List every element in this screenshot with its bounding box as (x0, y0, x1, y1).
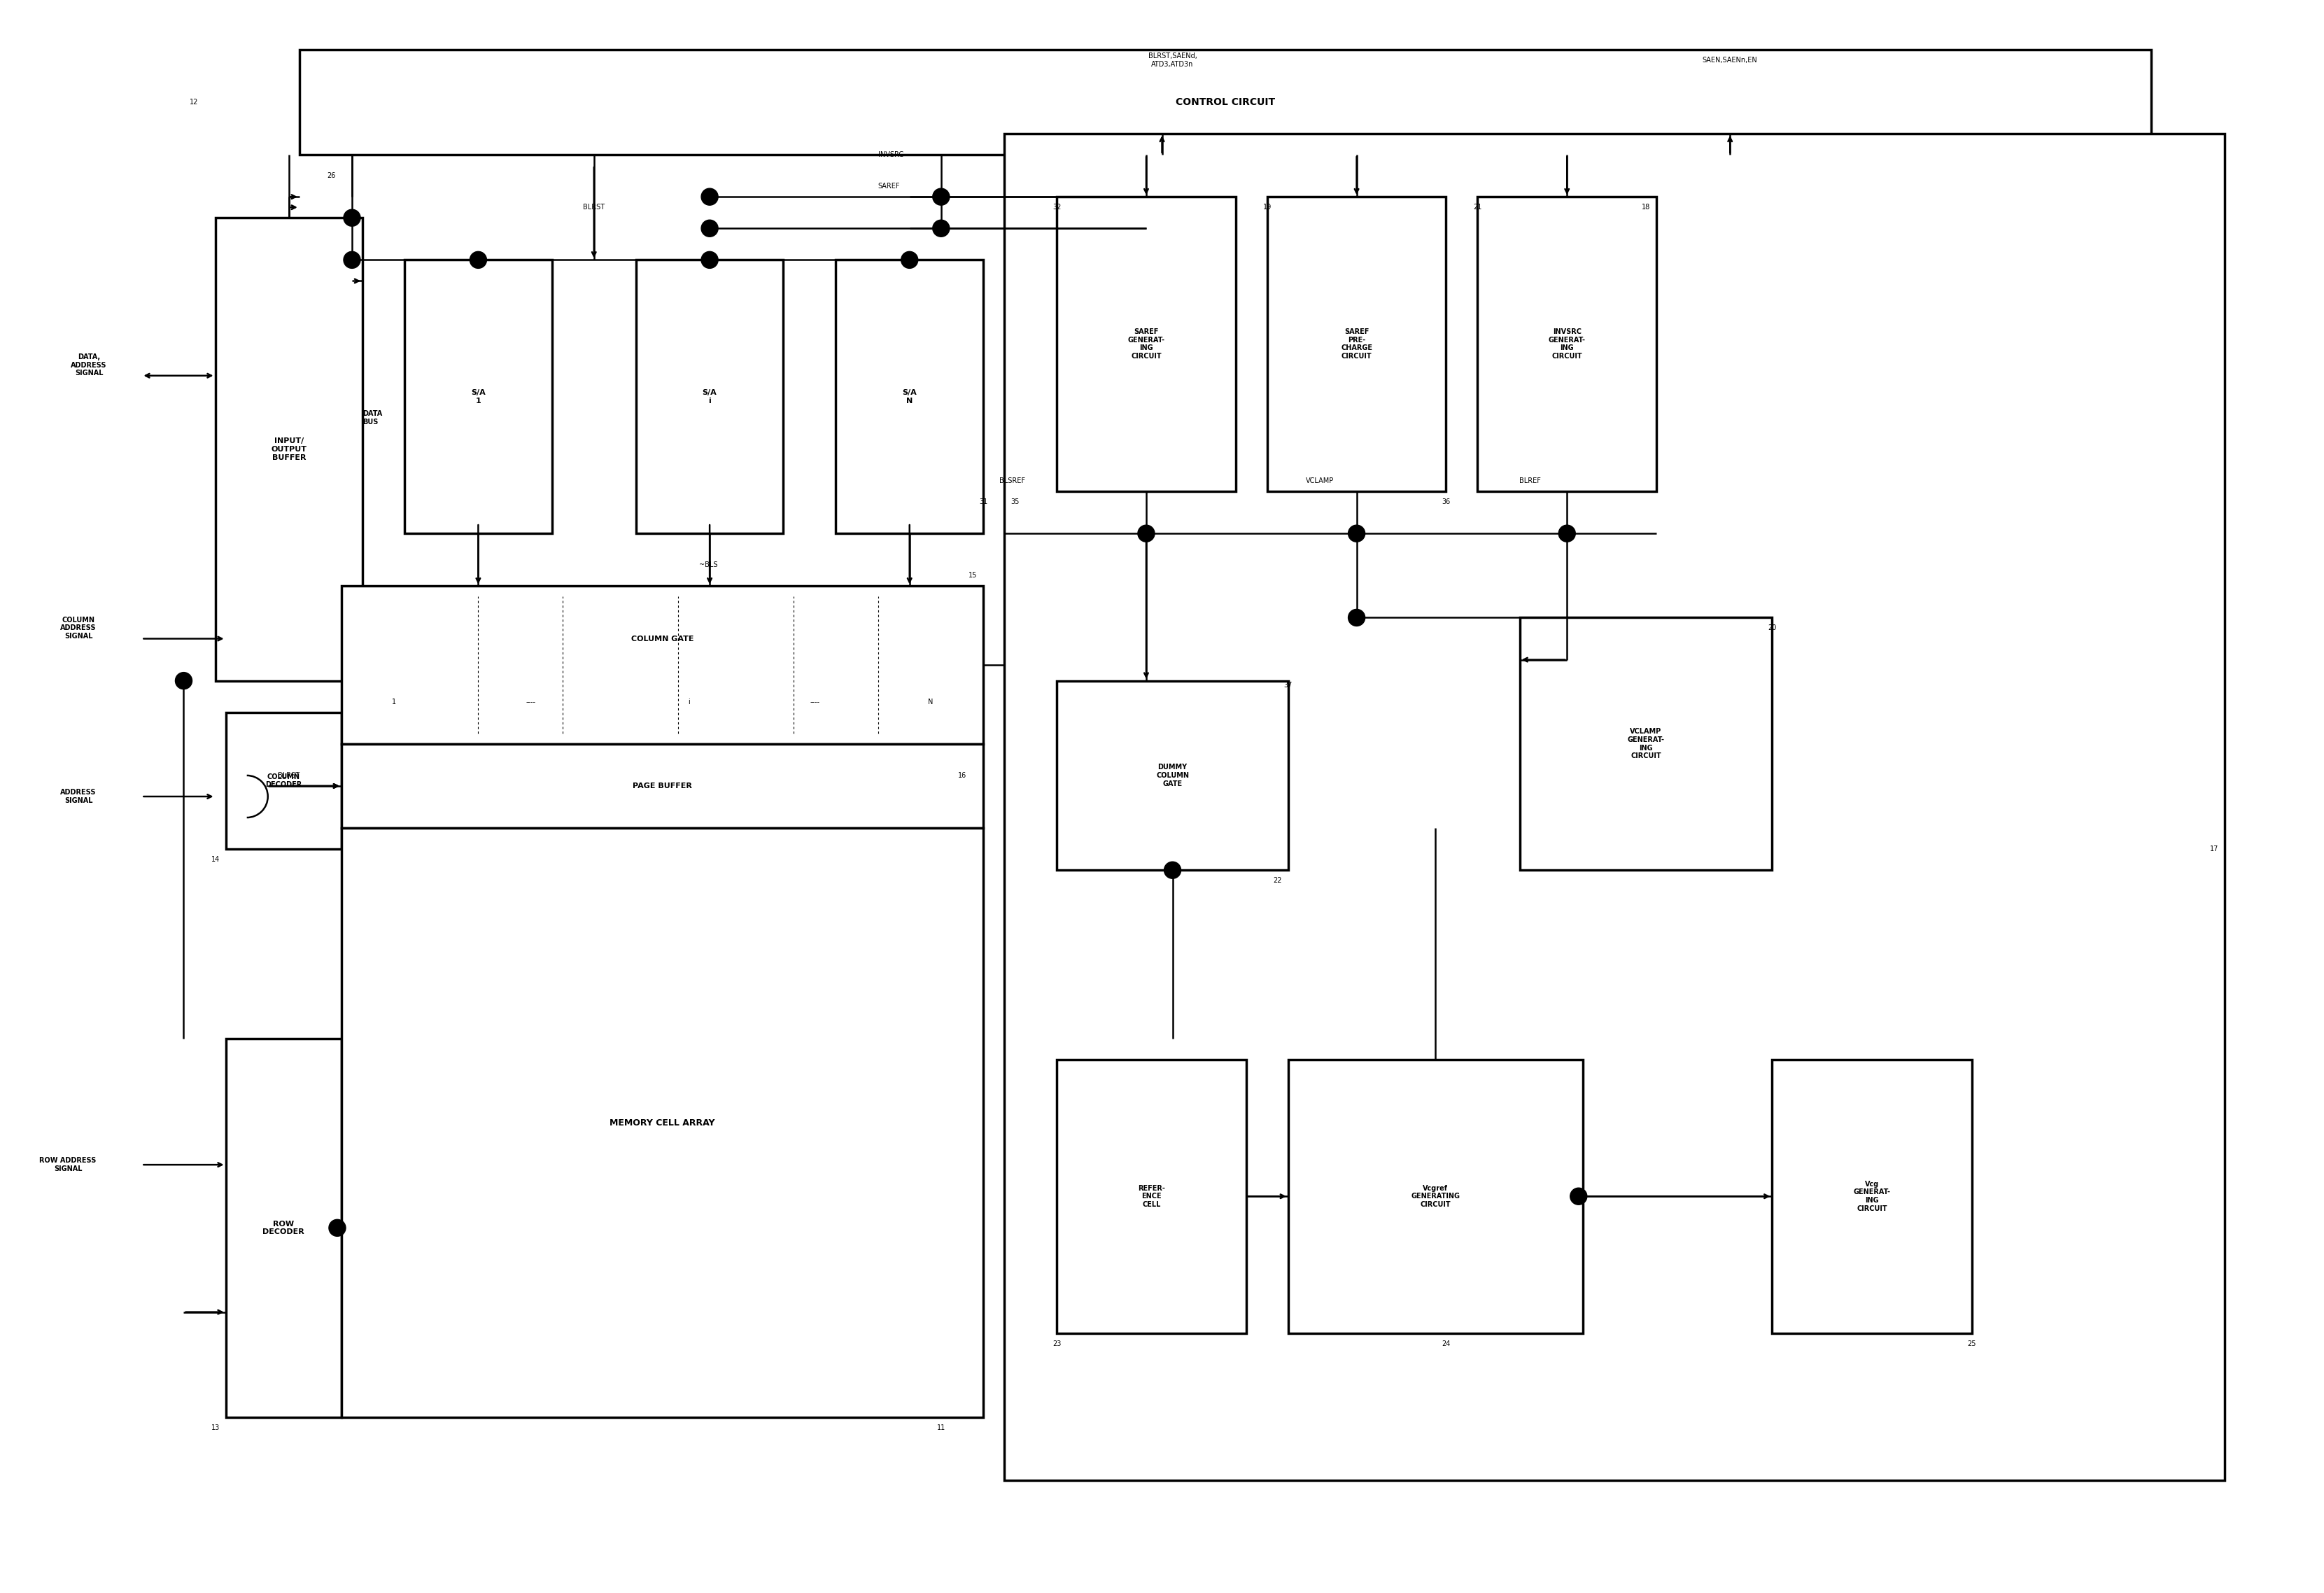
Text: ADDRESS
SIGNAL: ADDRESS SIGNAL (60, 789, 98, 804)
Circle shape (1164, 862, 1181, 879)
Text: 31: 31 (978, 499, 988, 505)
Bar (225, 712, 342, 849)
Bar (1267, 198, 1446, 491)
Bar (637, 260, 783, 534)
Text: INVSRC: INVSRC (878, 151, 904, 158)
Text: 20: 20 (1769, 624, 1776, 632)
Circle shape (330, 1220, 346, 1236)
Circle shape (174, 672, 193, 690)
Bar (225, 1039, 342, 1418)
Bar (1478, 198, 1657, 491)
Text: REFER-
ENCE
CELL: REFER- ENCE CELL (1139, 1185, 1164, 1207)
Bar (837, 260, 983, 534)
Text: BLRST: BLRST (583, 204, 604, 210)
Text: ~BLS: ~BLS (700, 561, 718, 569)
Text: 22: 22 (1274, 878, 1283, 884)
Text: ----: ---- (525, 698, 537, 706)
Bar (1057, 198, 1236, 491)
Text: COLUMN
DECODER: COLUMN DECODER (265, 773, 302, 789)
Text: 21: 21 (1473, 204, 1483, 210)
Bar (342, 744, 983, 828)
Text: 25: 25 (1968, 1340, 1975, 1348)
Circle shape (902, 252, 918, 268)
Circle shape (1348, 526, 1364, 542)
Text: S/A
i: S/A i (702, 389, 716, 405)
Text: SAEN,SAENn,EN: SAEN,SAENn,EN (1703, 56, 1757, 64)
Bar (1773, 1059, 1973, 1333)
Text: BLRST: BLRST (277, 773, 300, 779)
Text: N: N (927, 698, 934, 706)
Circle shape (469, 252, 486, 268)
Text: 19: 19 (1262, 204, 1271, 210)
Text: VCLAMP
GENERAT-
ING
CIRCUIT: VCLAMP GENERAT- ING CIRCUIT (1627, 728, 1664, 760)
Text: 16: 16 (957, 773, 967, 779)
Bar (342, 828, 983, 1418)
Bar (1057, 1059, 1246, 1333)
Text: S/A
1: S/A 1 (472, 389, 486, 405)
Text: 12: 12 (191, 99, 198, 105)
Circle shape (1559, 526, 1576, 542)
Text: 18: 18 (1641, 204, 1650, 210)
Text: BLRST,SAENd,
ATD3,ATD3n: BLRST,SAENd, ATD3,ATD3n (1148, 53, 1197, 67)
Text: 36: 36 (1441, 499, 1450, 505)
Bar (342, 586, 983, 744)
Text: MEMORY CELL ARRAY: MEMORY CELL ARRAY (609, 1118, 716, 1128)
Bar (1287, 1059, 1583, 1333)
Text: SAREF: SAREF (878, 183, 899, 190)
Circle shape (702, 220, 718, 237)
Circle shape (932, 188, 951, 205)
Bar (1520, 618, 1773, 870)
Text: Vcgref
GENERATING
CIRCUIT: Vcgref GENERATING CIRCUIT (1411, 1185, 1459, 1207)
Text: 13: 13 (211, 1424, 218, 1431)
Text: BLSREF: BLSREF (999, 478, 1025, 484)
Text: VCLAMP: VCLAMP (1306, 478, 1334, 484)
Bar (300, 49, 2150, 155)
Text: BLREF: BLREF (1520, 478, 1541, 484)
Bar (1057, 680, 1287, 870)
Text: DUMMY
COLUMN
GATE: DUMMY COLUMN GATE (1155, 763, 1190, 787)
Text: COLUMN GATE: COLUMN GATE (632, 636, 693, 642)
Circle shape (1139, 526, 1155, 542)
Circle shape (702, 188, 718, 205)
Text: 37: 37 (1283, 682, 1292, 688)
Text: 35: 35 (1011, 499, 1018, 505)
Bar (404, 260, 551, 534)
Text: PAGE BUFFER: PAGE BUFFER (632, 782, 693, 790)
Circle shape (1571, 1188, 1587, 1204)
Text: COLUMN
ADDRESS
SIGNAL: COLUMN ADDRESS SIGNAL (60, 616, 98, 640)
Text: S/A
N: S/A N (902, 389, 916, 405)
Circle shape (932, 220, 951, 237)
Text: Vcg
GENERAT-
ING
CIRCUIT: Vcg GENERAT- ING CIRCUIT (1855, 1180, 1892, 1212)
Circle shape (344, 209, 360, 226)
Text: ROW ADDRESS
SIGNAL: ROW ADDRESS SIGNAL (40, 1157, 98, 1172)
Text: 17: 17 (2210, 846, 2219, 852)
Text: 26: 26 (328, 172, 335, 180)
Circle shape (344, 252, 360, 268)
Text: 15: 15 (969, 572, 976, 578)
Text: ----: ---- (811, 698, 820, 706)
Text: INPUT/
OUTPUT
BUFFER: INPUT/ OUTPUT BUFFER (272, 438, 307, 460)
Text: CONTROL CIRCUIT: CONTROL CIRCUIT (1176, 97, 1276, 107)
Text: SAREF
GENERAT-
ING
CIRCUIT: SAREF GENERAT- ING CIRCUIT (1127, 328, 1164, 360)
Text: 14: 14 (211, 855, 218, 863)
Text: DATA
BUS: DATA BUS (363, 409, 381, 425)
Bar (216, 218, 363, 680)
Circle shape (1348, 609, 1364, 626)
Circle shape (702, 252, 718, 268)
Bar (1004, 134, 2224, 1480)
Text: 24: 24 (1441, 1340, 1450, 1348)
Text: DATA,
ADDRESS
SIGNAL: DATA, ADDRESS SIGNAL (72, 354, 107, 378)
Text: 11: 11 (937, 1424, 946, 1431)
Text: 23: 23 (1053, 1340, 1062, 1348)
Text: INVSRC
GENERAT-
ING
CIRCUIT: INVSRC GENERAT- ING CIRCUIT (1548, 328, 1585, 360)
Text: SAREF
PRE-
CHARGE
CIRCUIT: SAREF PRE- CHARGE CIRCUIT (1341, 328, 1373, 360)
Text: 32: 32 (1053, 204, 1062, 210)
Text: 1: 1 (393, 698, 395, 706)
Text: ROW
DECODER: ROW DECODER (263, 1220, 304, 1236)
